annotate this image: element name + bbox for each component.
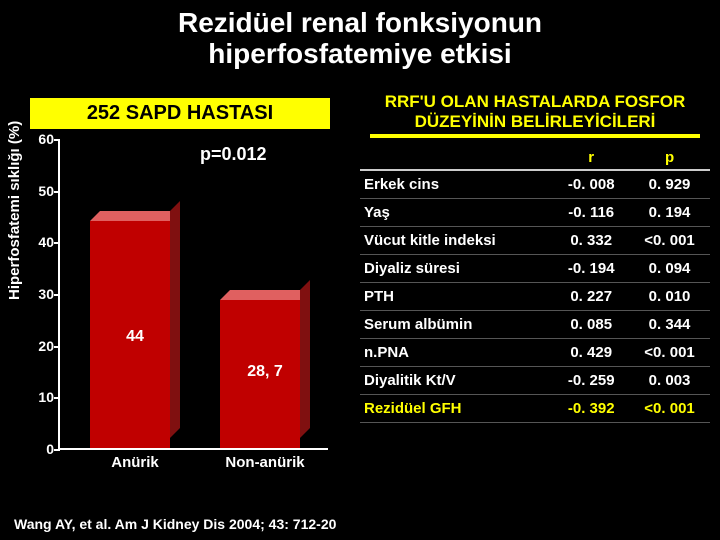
y-tick-label: 40 (26, 234, 54, 250)
y-tick-label: 10 (26, 389, 54, 405)
row-p: 0. 194 (629, 199, 710, 227)
row-r: -0. 392 (553, 395, 629, 423)
title-line1: Rezidüel renal fonksiyonun (178, 7, 542, 38)
table-header-row: r p (360, 146, 710, 170)
row-name: Rezidüel GFH (360, 395, 553, 423)
bar-chart: Hiperfosfatemi sıklığı (%) p=0.012 01020… (14, 140, 344, 480)
row-name: PTH (360, 283, 553, 311)
right-sub-l2: DÜZEYİNİN BELİRLEYİCİLERİ (415, 112, 656, 131)
bar-value-label: 28, 7 (220, 363, 310, 381)
row-r: 0. 227 (553, 283, 629, 311)
row-p: 0. 344 (629, 311, 710, 339)
row-r: -0. 008 (553, 170, 629, 199)
y-tick-mark (54, 449, 60, 451)
y-tick-mark (54, 294, 60, 296)
title-line2: hiperfosfatemiye etkisi (208, 38, 511, 69)
slide-title: Rezidüel renal fonksiyonun hiperfosfatem… (0, 0, 720, 74)
row-name: Diyalitik Kt/V (360, 367, 553, 395)
table-row: Vücut kitle indeksi0. 332<0. 001 (360, 227, 710, 255)
row-p: 0. 929 (629, 170, 710, 199)
row-name: Diyaliz süresi (360, 255, 553, 283)
row-p: <0. 001 (629, 227, 710, 255)
th-blank (360, 146, 553, 170)
citation: Wang AY, et al. Am J Kidney Dis 2004; 43… (14, 516, 336, 532)
row-r: -0. 194 (553, 255, 629, 283)
y-tick-mark (54, 191, 60, 193)
y-tick-label: 30 (26, 286, 54, 302)
y-tick-mark (54, 346, 60, 348)
row-r: 0. 332 (553, 227, 629, 255)
table-row: Erkek cins-0. 0080. 929 (360, 170, 710, 199)
row-name: n.PNA (360, 339, 553, 367)
row-p: 0. 010 (629, 283, 710, 311)
table-row: Yaş-0. 1160. 194 (360, 199, 710, 227)
y-tick-label: 0 (26, 441, 54, 457)
predictors-table: r p Erkek cins-0. 0080. 929Yaş-0. 1160. … (360, 146, 710, 423)
row-name: Vücut kitle indeksi (360, 227, 553, 255)
y-tick-mark (54, 139, 60, 141)
table-row: Rezidüel GFH-0. 392<0. 001 (360, 395, 710, 423)
y-tick-mark (54, 397, 60, 399)
plot-area: p=0.012 010203040506044Anürik28, 7Non-an… (58, 140, 328, 450)
row-r: 0. 429 (553, 339, 629, 367)
bar-value-label: 44 (90, 328, 180, 346)
x-axis-label: Non-anürik (215, 454, 315, 471)
right-sub-l1: RRF'U OLAN HASTALARDA FOSFOR (385, 92, 686, 111)
x-axis-label: Anürik (85, 454, 185, 471)
bar-top-face (90, 211, 180, 221)
bar-side-face (300, 280, 310, 438)
table-row: Diyalitik Kt/V-0. 2590. 003 (360, 367, 710, 395)
row-p: <0. 001 (629, 339, 710, 367)
table: r p Erkek cins-0. 0080. 929Yaş-0. 1160. … (360, 146, 710, 423)
y-tick-mark (54, 242, 60, 244)
bar: 28, 7 (220, 300, 310, 448)
bar-top-face (220, 290, 310, 300)
row-r: 0. 085 (553, 311, 629, 339)
row-p: 0. 003 (629, 367, 710, 395)
table-row: PTH0. 2270. 010 (360, 283, 710, 311)
th-p: p (629, 146, 710, 170)
y-tick-label: 20 (26, 338, 54, 354)
row-r: -0. 116 (553, 199, 629, 227)
y-tick-label: 60 (26, 131, 54, 147)
right-subtitle: RRF'U OLAN HASTALARDA FOSFOR DÜZEYİNİN B… (370, 92, 700, 138)
row-name: Yaş (360, 199, 553, 227)
row-p: 0. 094 (629, 255, 710, 283)
row-name: Serum albümin (360, 311, 553, 339)
row-p: <0. 001 (629, 395, 710, 423)
table-row: n.PNA0. 429<0. 001 (360, 339, 710, 367)
y-tick-label: 50 (26, 183, 54, 199)
y-axis-label: Hiperfosfatemi sıklığı (%) (6, 121, 23, 300)
bar-side-face (170, 201, 180, 438)
bar: 44 (90, 221, 180, 448)
table-row: Diyaliz süresi-0. 1940. 094 (360, 255, 710, 283)
left-subtitle: 252 SAPD HASTASI (30, 98, 330, 129)
th-r: r (553, 146, 629, 170)
row-r: -0. 259 (553, 367, 629, 395)
row-name: Erkek cins (360, 170, 553, 199)
table-row: Serum albümin0. 0850. 344 (360, 311, 710, 339)
p-value-text: p=0.012 (200, 144, 267, 165)
